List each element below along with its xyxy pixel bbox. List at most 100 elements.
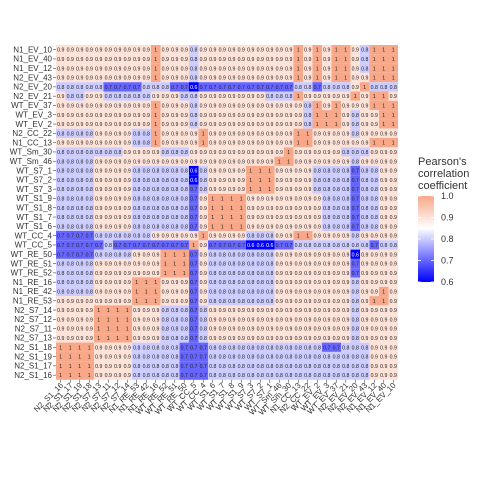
row-label: N2_CC_22 xyxy=(12,129,52,138)
cell-value-label: 0.8 xyxy=(76,224,83,230)
heatmap-cell xyxy=(56,286,66,297)
cell-value-label: 0.9 xyxy=(219,178,226,184)
heatmap-cell xyxy=(322,277,332,287)
heatmap-cell xyxy=(198,72,208,83)
heatmap-cell xyxy=(113,277,123,287)
cell-value-label: 0.8 xyxy=(333,224,340,230)
heatmap-cell xyxy=(151,314,161,324)
row-label: WT_EV_3 xyxy=(16,110,53,119)
cell-value-label: 0.8 xyxy=(342,178,349,184)
heatmap-cell xyxy=(132,165,142,176)
heatmap-cell xyxy=(265,268,275,278)
cell-value-label: 0.9 xyxy=(67,317,74,323)
heatmap-cell xyxy=(75,296,85,306)
cell-value-label: 0.9 xyxy=(124,150,131,156)
heatmap-cell xyxy=(132,138,142,148)
heatmap-cell xyxy=(122,147,132,157)
heatmap-cell xyxy=(65,212,75,222)
heatmap-cell xyxy=(379,91,389,101)
heatmap-cell xyxy=(56,63,66,73)
cell-value-label: 0.8 xyxy=(67,85,74,91)
cell-value-label: 0.8 xyxy=(266,234,273,240)
heatmap-cell xyxy=(170,72,180,83)
cell-value-label: 0.8 xyxy=(371,85,378,91)
heatmap-cell xyxy=(170,277,180,287)
cell-value-label: 0.9 xyxy=(247,113,254,119)
cell-value-label: 0.7 xyxy=(57,234,64,240)
cell-value-label: 0.8 xyxy=(162,355,169,361)
heatmap-cell xyxy=(341,277,351,287)
heatmap-cell xyxy=(331,175,341,185)
heatmap-cell xyxy=(170,231,180,241)
cell-value-label: 0.9 xyxy=(95,48,102,54)
cell-value-label: 1 xyxy=(230,215,233,221)
cell-value-label: 0.9 xyxy=(200,76,207,82)
cell-value-label: 0.9 xyxy=(295,289,302,295)
cell-value-label: 0.8 xyxy=(314,187,321,193)
heatmap-cell xyxy=(236,63,246,73)
heatmap-cell xyxy=(388,296,398,306)
row-label: WT_S7_1 xyxy=(16,166,52,175)
cell-value-label: 0.9 xyxy=(371,280,378,286)
heatmap-cell xyxy=(331,258,341,269)
cell-value-label: 0.9 xyxy=(57,57,64,63)
heatmap-cell xyxy=(331,305,341,315)
cell-value-label: 0.8 xyxy=(304,103,311,109)
heatmap-cell xyxy=(160,231,170,241)
cell-value-label: 0.7 xyxy=(57,243,64,249)
heatmap-cell xyxy=(65,147,75,157)
cell-value-label: 0.7 xyxy=(333,345,340,351)
heatmap-cell xyxy=(388,54,398,64)
heatmap-cell xyxy=(189,63,199,73)
cell-value-label: 0.9 xyxy=(209,308,216,314)
cell-value-label: 1 xyxy=(297,141,300,147)
cell-value-label: 0.8 xyxy=(295,85,302,91)
cell-value-label: 0.9 xyxy=(361,122,368,128)
heatmap-cell xyxy=(170,305,180,315)
cell-value-label: 0.9 xyxy=(314,262,321,268)
heatmap-cell xyxy=(360,100,370,111)
heatmap-cell xyxy=(303,351,313,362)
cell-value-label: 0.9 xyxy=(238,94,245,100)
heatmap-cell xyxy=(179,277,189,287)
cell-value-label: 0.8 xyxy=(266,262,273,268)
cell-value-label: 1 xyxy=(211,196,214,202)
cell-value-label: 1 xyxy=(268,178,271,184)
heatmap-cell xyxy=(132,370,142,380)
cell-value-label: 0.8 xyxy=(361,345,368,351)
cell-value-label: 0.7 xyxy=(124,85,131,91)
heatmap-cell xyxy=(284,54,294,64)
heatmap-cell xyxy=(284,156,294,166)
heatmap-cell xyxy=(379,268,389,278)
cell-value-label: 0.9 xyxy=(314,234,321,240)
cell-value-label: 0.9 xyxy=(181,299,188,305)
cell-value-label: 0.6 xyxy=(266,243,273,249)
heatmap-cell xyxy=(170,342,180,352)
heatmap-cell xyxy=(341,100,351,111)
heatmap-cell xyxy=(65,165,75,176)
cell-value-label: 0.9 xyxy=(67,141,74,147)
heatmap-cell xyxy=(246,45,256,55)
heatmap-cell xyxy=(303,165,313,176)
heatmap-cell xyxy=(388,100,398,111)
cell-value-label: 1 xyxy=(306,131,309,137)
cell-value-label: 0.9 xyxy=(333,299,340,305)
heatmap-cell xyxy=(388,175,398,185)
heatmap-cell xyxy=(322,314,332,324)
cell-value-label: 0.9 xyxy=(143,252,150,258)
heatmap-cell xyxy=(303,184,313,194)
cell-value-label: 0.9 xyxy=(247,66,254,72)
heatmap-cell xyxy=(322,165,332,176)
cell-value-label: 0.9 xyxy=(238,141,245,147)
heatmap-cell xyxy=(322,342,332,352)
cell-value-label: 0.8 xyxy=(295,355,302,361)
heatmap-cell xyxy=(274,240,284,250)
heatmap-cell xyxy=(388,72,398,83)
heatmap-cell xyxy=(208,54,218,64)
cell-value-label: 0.9 xyxy=(143,317,150,323)
heatmap-cell xyxy=(341,314,351,324)
cell-value-label: 0.9 xyxy=(114,122,121,128)
heatmap-cell xyxy=(236,314,246,324)
heatmap-cell xyxy=(151,203,161,213)
heatmap-cell xyxy=(379,342,389,352)
